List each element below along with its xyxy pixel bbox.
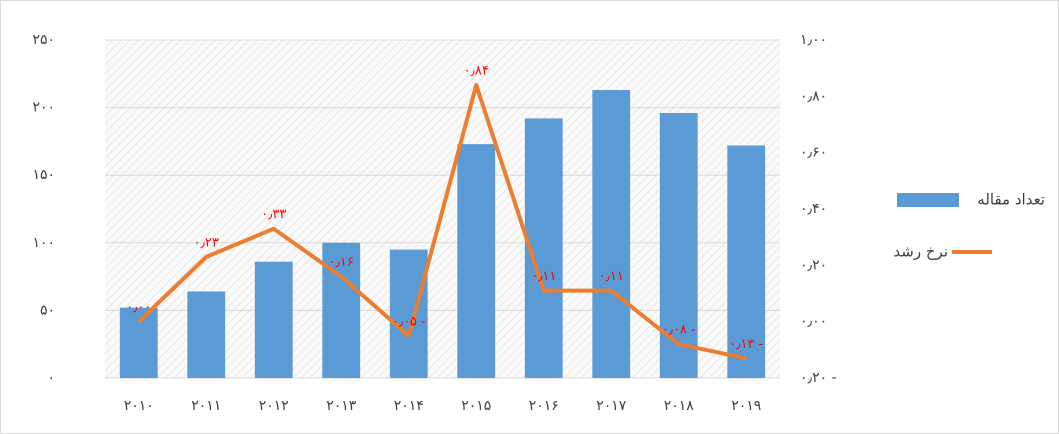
y2-tick-label: ۰٫۴۰ (800, 201, 827, 217)
y2-tick-label: ۰٫۲۰ - (800, 370, 837, 386)
x-tick-label: ۲۰۱۵ (461, 398, 491, 414)
value-label: ۰٫۱۳ - (729, 337, 763, 352)
bar (457, 144, 496, 378)
line (137, 83, 747, 361)
value-label: ۰٫۳۳ (261, 207, 286, 222)
y-tick-label: ۲۰۰ (32, 100, 55, 116)
value-label: ۰٫۰۸ - (662, 323, 696, 338)
x-tick-label: ۲۰۱۳ (326, 398, 357, 414)
bar (119, 307, 158, 378)
legend-swatch (897, 193, 959, 207)
value-label: ۰٫۸۴ (464, 64, 489, 79)
y2-tick-label: ۰٫۸۰ (800, 88, 827, 104)
value-label: ۰٫۱۱ (531, 269, 556, 284)
x-tick-label: ۲۰۱۲ (259, 398, 289, 414)
value-label: ۰٫۱۶ (329, 255, 354, 270)
value-label: ۰٫۱۱ (599, 269, 624, 284)
legend-label: تعداد مقاله (977, 191, 1045, 209)
y-tick-label: ۱۰۰ (32, 235, 55, 251)
x-tick-label: ۲۰۱۷ (596, 398, 627, 414)
x-tick-label: ۲۰۱۴ (394, 398, 424, 414)
bar (659, 113, 698, 379)
y-tick-label: ۰ (47, 370, 55, 386)
x-tick-label: ۲۰۱۱ (191, 398, 221, 414)
y-tick-label: ۲۵۰ (32, 32, 55, 48)
bar (592, 90, 631, 379)
legend-label: نرخ رشد (893, 243, 948, 261)
bar (187, 291, 226, 378)
x-tick-label: ۲۰۱۹ (731, 398, 761, 414)
y2-tick-label: ۰٫۲۰ (800, 257, 827, 273)
x-tick-label: ۲۰۱۰ (124, 398, 154, 414)
bar (389, 249, 428, 378)
y-tick-label: ۱۵۰ (32, 167, 55, 183)
x-tick-label: ۲۰۱۸ (664, 398, 695, 414)
x-tick-label: ۲۰۱۶ (529, 398, 559, 414)
bar (254, 261, 293, 378)
y2-tick-label: ۰٫۶۰ (800, 145, 827, 161)
y2-tick-label: ۱٫۰۰ (800, 32, 827, 48)
y2-tick-label: ۰٫۰۰ (800, 314, 827, 330)
y-tick-label: ۵۰ (40, 302, 55, 318)
bar (727, 145, 766, 378)
value-label: ۰٫۲۳ (194, 235, 219, 250)
value-label: ۰٫۰۵ - (392, 314, 426, 329)
value-label: ۰٫۰۰ (126, 300, 151, 315)
